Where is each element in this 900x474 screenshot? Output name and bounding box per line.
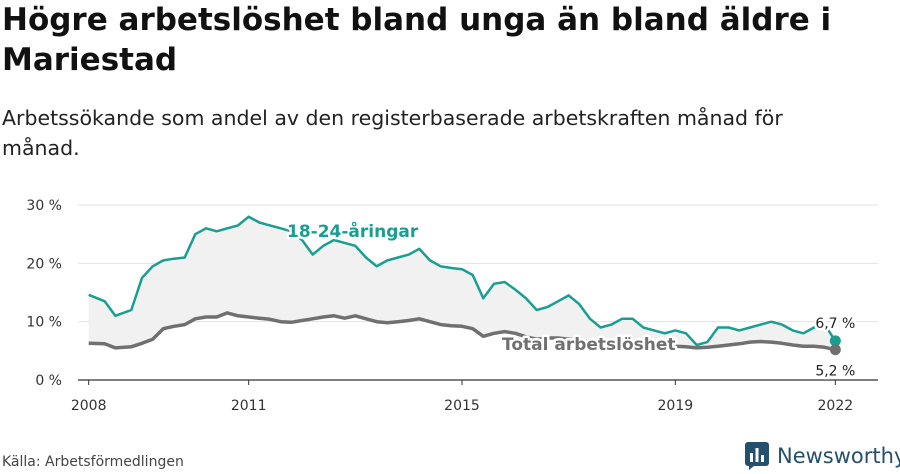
series-end-points xyxy=(829,335,841,356)
y-tick-label-10: 10 % xyxy=(26,315,62,331)
series-line-18-24 xyxy=(88,215,837,347)
x-tick-label-2022: 2022 xyxy=(818,398,854,414)
end-point-total xyxy=(829,344,841,356)
brand-name: Newsworthy xyxy=(777,444,900,468)
y-tick-label-20: 20 % xyxy=(26,256,62,272)
x-tick-label-2019: 2019 xyxy=(658,398,694,414)
x-axis-labels: 2008 2011 2015 2019 2022 xyxy=(71,398,853,414)
series-label-18-24: 18-24-åringar xyxy=(287,220,419,242)
x-axis xyxy=(78,379,878,385)
series-label-total: Total arbetslöshet xyxy=(502,335,676,355)
y-tick-label-0: 0 % xyxy=(35,373,62,389)
y-tick-label-30: 30 % xyxy=(26,198,62,214)
difference-band xyxy=(88,216,836,350)
x-tick-label-2011: 2011 xyxy=(231,398,267,414)
brand-logo: Newsworthy xyxy=(745,441,900,471)
end-value-total: 5,2 % xyxy=(815,364,855,380)
series-line-total xyxy=(88,311,836,352)
x-tick-label-2008: 2008 xyxy=(71,398,107,414)
newsworthy-logo-icon xyxy=(745,442,769,470)
source-note: Källa: Arbetsförmedlingen xyxy=(2,454,184,470)
x-tick-label-2015: 2015 xyxy=(444,398,480,414)
chart-subtitle: Arbetssökande som andel av den registerb… xyxy=(2,106,783,160)
end-point-18-24 xyxy=(829,335,841,347)
series-labels: 18-24-åringar Total arbetslöshet 6,7 % 5,2 … xyxy=(285,218,858,383)
y-axis-labels: 0 % 10 % 20 % 30 % xyxy=(26,198,62,389)
chart-title: Högre arbetslöshet bland unga än bland ä… xyxy=(2,2,832,78)
end-value-18-24: 6,7 % xyxy=(815,316,855,332)
